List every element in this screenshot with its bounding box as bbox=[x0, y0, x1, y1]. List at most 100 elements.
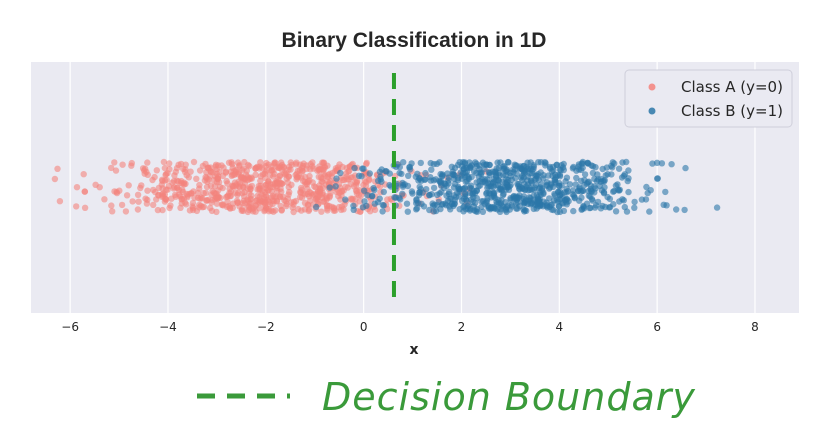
class-b-point bbox=[507, 181, 514, 189]
class-a-point bbox=[179, 186, 186, 194]
class-a-point bbox=[303, 181, 311, 188]
class-a-point bbox=[166, 166, 173, 173]
class-b-point bbox=[422, 176, 429, 183]
class-a-point bbox=[371, 206, 379, 214]
class-a-point bbox=[257, 177, 264, 185]
class-b-point bbox=[521, 206, 529, 214]
class-a-point bbox=[239, 183, 247, 190]
class-b-point bbox=[609, 164, 616, 171]
class-a-point bbox=[154, 206, 162, 214]
class-b-point bbox=[550, 163, 557, 171]
class-b-point bbox=[458, 163, 466, 170]
class-b-point bbox=[681, 206, 688, 214]
class-a-point bbox=[227, 205, 234, 212]
class-b-point bbox=[608, 171, 615, 178]
class-a-point bbox=[297, 161, 304, 168]
class-a-point bbox=[354, 177, 361, 185]
class-a-point bbox=[239, 199, 246, 207]
class-b-point bbox=[405, 172, 412, 179]
class-a-point bbox=[213, 208, 220, 216]
class-b-point bbox=[620, 172, 628, 180]
class-a-point bbox=[56, 198, 64, 205]
class-b-point bbox=[446, 203, 453, 210]
class-b-point bbox=[556, 208, 564, 216]
class-b-point bbox=[682, 164, 689, 172]
class-b-point bbox=[468, 196, 475, 203]
class-b-point bbox=[486, 161, 493, 169]
class-b-point bbox=[326, 184, 333, 191]
class-b-point bbox=[540, 175, 547, 182]
class-a-point bbox=[137, 184, 144, 192]
class-a-point bbox=[177, 204, 184, 211]
class-b-point bbox=[600, 189, 608, 196]
class-b-point bbox=[587, 204, 594, 212]
class-b-point bbox=[591, 183, 598, 190]
class-a-point bbox=[125, 182, 132, 189]
class-b-point bbox=[616, 198, 623, 205]
class-b-point bbox=[481, 165, 488, 173]
class-b-point bbox=[473, 187, 480, 195]
class-a-point bbox=[240, 207, 247, 215]
class-b-point bbox=[530, 165, 537, 173]
class-a-point bbox=[319, 178, 326, 185]
class-b-point bbox=[450, 192, 458, 199]
class-b-point bbox=[589, 163, 597, 170]
class-b-point bbox=[456, 206, 463, 213]
class-b-point bbox=[364, 192, 371, 199]
class-a-point bbox=[219, 201, 226, 208]
class-b-point bbox=[351, 164, 358, 172]
class-a-point bbox=[247, 186, 254, 193]
class-b-point bbox=[428, 166, 435, 173]
class-a-point bbox=[109, 208, 116, 215]
class-b-point bbox=[500, 190, 507, 198]
class-a-point bbox=[166, 160, 173, 167]
class-b-point bbox=[374, 177, 382, 184]
class-a-point bbox=[330, 204, 337, 211]
class-b-point bbox=[400, 159, 407, 166]
class-b-point bbox=[516, 185, 523, 193]
class-b-point bbox=[497, 200, 504, 207]
class-a-point bbox=[166, 204, 173, 212]
class-a-point bbox=[226, 185, 233, 193]
class-a-point bbox=[239, 174, 247, 182]
class-b-point bbox=[414, 170, 421, 177]
class-a-point bbox=[73, 184, 81, 191]
class-b-point bbox=[476, 166, 483, 173]
class-a-point bbox=[273, 193, 280, 200]
class-b-point bbox=[376, 168, 384, 175]
class-b-point bbox=[355, 172, 363, 179]
class-a-point bbox=[271, 180, 278, 188]
class-b-point bbox=[508, 201, 515, 209]
class-a-point bbox=[337, 196, 344, 203]
class-b-point bbox=[511, 166, 519, 173]
class-a-point bbox=[314, 194, 322, 201]
class-b-point bbox=[462, 178, 470, 186]
class-b-point bbox=[673, 206, 680, 213]
class-a-point bbox=[263, 159, 270, 167]
class-b-point bbox=[451, 200, 458, 208]
class-b-point bbox=[579, 187, 586, 194]
class-b-point bbox=[581, 205, 588, 212]
class-b-point bbox=[562, 178, 569, 185]
class-a-point bbox=[197, 195, 204, 202]
class-a-point bbox=[276, 173, 283, 180]
class-b-point bbox=[558, 162, 565, 169]
class-a-point bbox=[223, 177, 230, 185]
class-b-point bbox=[386, 181, 393, 189]
class-b-point bbox=[631, 198, 638, 206]
class-b-point bbox=[662, 188, 669, 196]
class-b-point bbox=[594, 171, 601, 178]
class-b-point bbox=[524, 165, 531, 173]
class-b-point bbox=[380, 188, 387, 196]
class-b-point bbox=[575, 163, 582, 170]
class-a-point bbox=[297, 189, 304, 196]
class-b-point bbox=[612, 208, 620, 215]
class-b-point bbox=[446, 188, 453, 195]
class-a-point bbox=[81, 188, 89, 195]
class-a-point bbox=[128, 162, 135, 169]
class-b-point bbox=[437, 178, 445, 185]
class-a-point bbox=[345, 176, 352, 183]
class-a-point bbox=[268, 188, 275, 195]
class-a-point bbox=[218, 162, 225, 169]
